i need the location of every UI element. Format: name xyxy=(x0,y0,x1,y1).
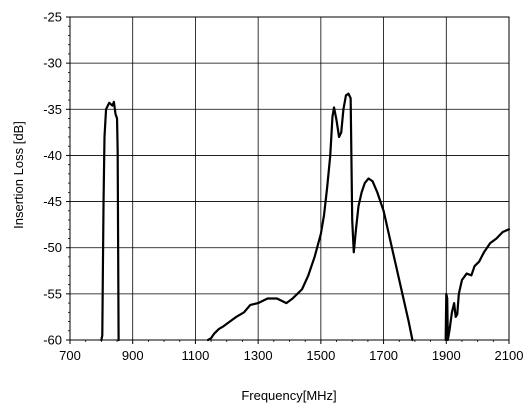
y-axis-title: Insertion Loss [dB] xyxy=(11,121,26,229)
y-tick-label: -45 xyxy=(43,194,62,209)
x-tick-label: 1100 xyxy=(181,348,209,363)
series-line-segment xyxy=(206,92,414,342)
grid-lines xyxy=(70,17,509,340)
x-tick-labels: 700 900 1100 1300 1500 1700 1900 2100 xyxy=(59,348,523,363)
x-tick-label: 1700 xyxy=(369,348,398,363)
series-line-segment xyxy=(444,228,511,342)
y-tick-label: -25 xyxy=(43,10,62,25)
x-tick-label: 1300 xyxy=(244,348,273,363)
series-group xyxy=(100,92,511,342)
y-tick-labels: -25 -30 -35 -40 -45 -50 -55 -60 xyxy=(43,10,62,348)
y-tick-label: -55 xyxy=(43,286,62,301)
x-tick-label: 1500 xyxy=(306,348,335,363)
tick-marks xyxy=(66,16,510,344)
y-tick-label: -30 xyxy=(43,56,62,71)
x-tick-label: 2100 xyxy=(495,348,524,363)
x-tick-label: 700 xyxy=(59,348,81,363)
plot-area-frame xyxy=(69,16,510,341)
y-tick-label: -35 xyxy=(43,102,62,117)
x-axis-title: Frequency[MHz] xyxy=(241,388,336,403)
x-tick-label: 900 xyxy=(122,348,144,363)
y-tick-label: -50 xyxy=(43,240,62,255)
series-line-segment xyxy=(100,100,120,342)
y-tick-label: -40 xyxy=(43,148,62,163)
y-tick-label: -60 xyxy=(43,333,62,348)
x-tick-label: 1900 xyxy=(432,348,461,363)
